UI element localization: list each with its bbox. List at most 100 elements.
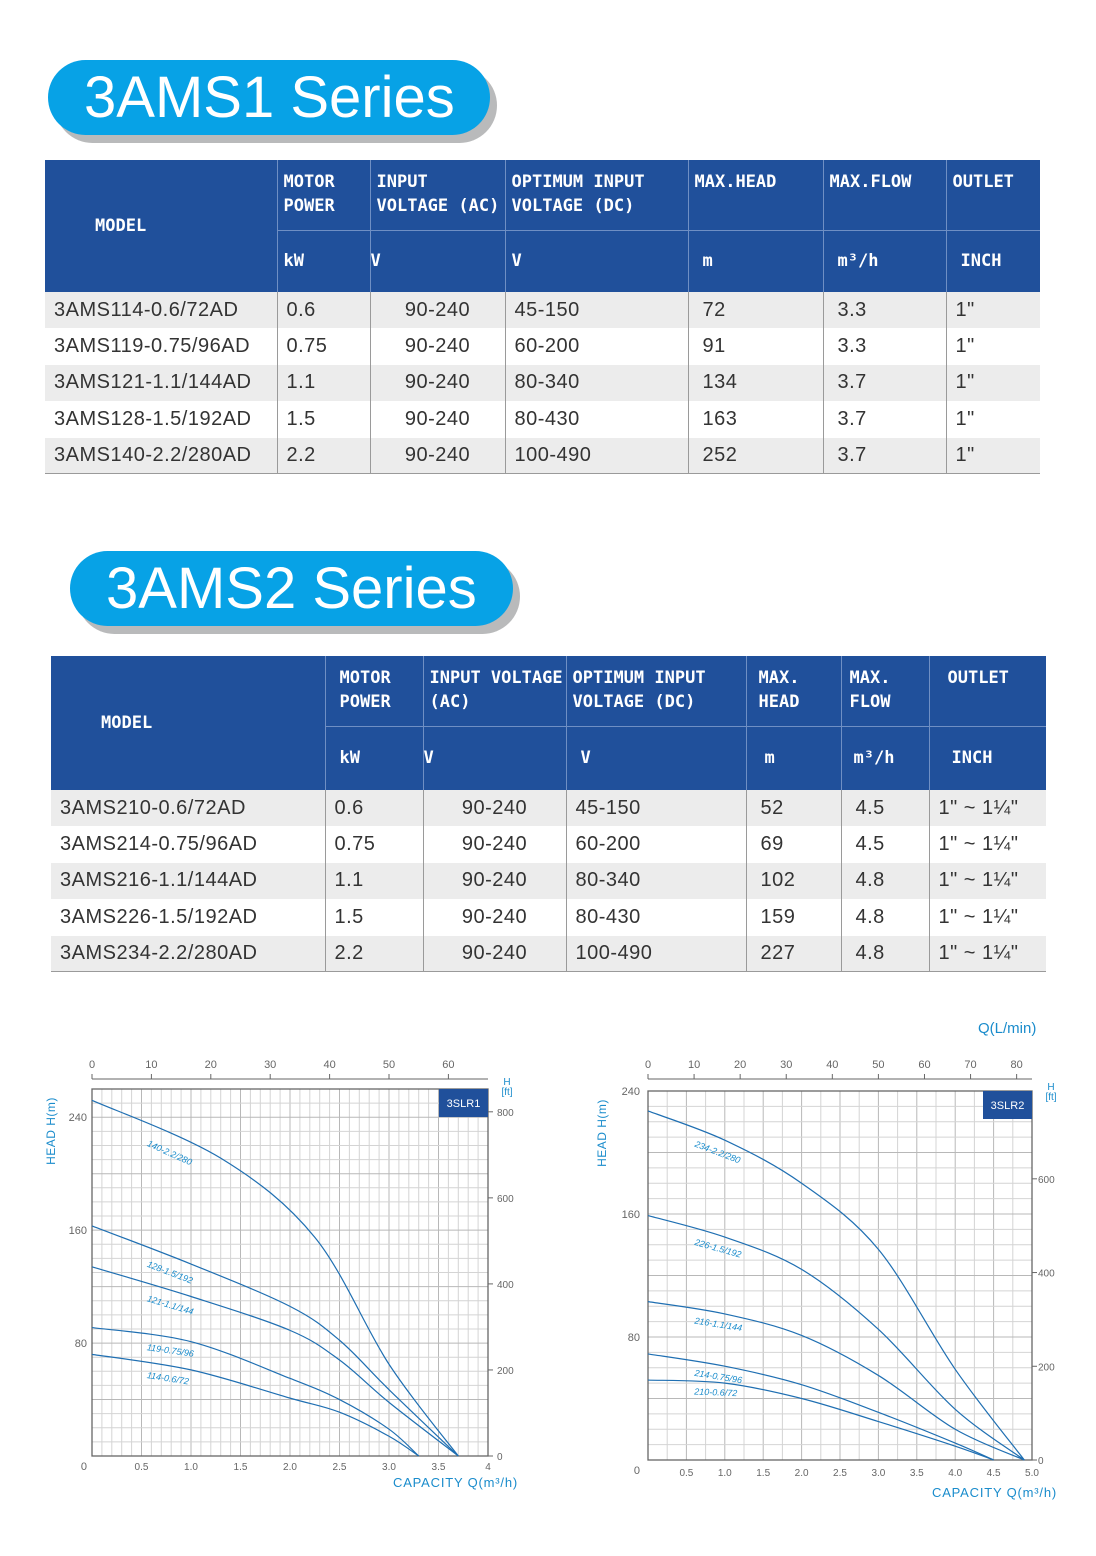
cell-input-voltage-ac: 90-240: [422, 935, 566, 973]
cell-max-head: 102: [745, 862, 841, 900]
table-row: 3AMS128-1.5/192AD 1.5 90-240 80-430 163 3.7 1": [45, 401, 1040, 438]
curve-114-0.6/72: [91, 1353, 420, 1457]
top-tick-label: 40: [826, 1059, 838, 1071]
cell-model: 3AMS140-2.2/280AD: [45, 437, 277, 475]
model-badge-label: 3SLR1: [447, 1098, 481, 1110]
unit-ac: V: [369, 229, 505, 292]
plot-frame: [647, 1090, 1033, 1461]
header-input-voltage-ac: INPUT VOLTAGE (AC): [369, 160, 505, 230]
cell-outlet: 1" ~ 1¼": [928, 899, 1046, 936]
right-tick-label: 0: [497, 1452, 503, 1463]
table-row: 3AMS210-0.6/72AD 0.6 90-240 45-150 52 4.5 1" ~…: [51, 790, 1046, 827]
cell-optimum-voltage-dc: 100-490: [565, 935, 746, 973]
top-tick-label: 0: [89, 1059, 95, 1071]
unit-outlet: INCH: [945, 229, 1040, 292]
top-tick-label: 40: [323, 1059, 335, 1071]
y-tick-label: 160: [69, 1225, 87, 1237]
curve-226-1.5/192: [647, 1214, 1025, 1461]
x-axis-title: CAPACITY Q(m³/h): [393, 1475, 518, 1490]
cell-max-flow: 4.8: [840, 935, 929, 973]
y-tick-label: 240: [622, 1086, 640, 1098]
cell-optimum-voltage-dc: 80-430: [504, 401, 688, 438]
top-tick-label: 10: [145, 1059, 157, 1071]
cell-input-voltage-ac: 90-240: [369, 292, 505, 329]
curve-label: 216-1.1/144: [693, 1315, 743, 1333]
right-tick-label: 600: [1038, 1175, 1055, 1186]
cell-model: 3AMS210-0.6/72AD: [51, 790, 325, 827]
cell-max-flow: 4.5: [840, 826, 929, 863]
unit-dc: V: [504, 229, 688, 292]
cell-max-head: 159: [745, 899, 841, 936]
header-model: MODEL: [45, 160, 277, 292]
top-tick-label: 10: [688, 1059, 700, 1071]
cell-motor-power: 1.5: [324, 899, 423, 936]
cell-motor-power: 0.6: [324, 790, 423, 827]
y-tick-label: 80: [628, 1332, 640, 1344]
x-axis-title: CAPACITY Q(m³/h): [932, 1485, 1057, 1500]
model-badge: [439, 1089, 488, 1117]
header-model: MODEL: [51, 656, 325, 790]
cell-optimum-voltage-dc: 45-150: [504, 292, 688, 329]
cell-outlet: 1": [945, 328, 1040, 365]
cell-outlet: 1" ~ 1¼": [928, 935, 1046, 973]
cell-max-head: 72: [687, 292, 823, 329]
header-max-head: MAX.HEAD: [687, 160, 823, 230]
curve-128-1.5/192: [91, 1225, 459, 1457]
table-row: 3AMS121-1.1/144AD 1.1 90-240 80-340 134 3.7 1": [45, 364, 1040, 402]
curve-140-2.2/280: [91, 1099, 459, 1457]
x-tick-label: 3.0: [382, 1462, 396, 1473]
cell-input-voltage-ac: 90-240: [369, 437, 505, 475]
top-tick-label: 50: [872, 1059, 884, 1071]
x-tick-label: 1.5: [234, 1462, 248, 1473]
cell-max-flow: 3.7: [822, 437, 946, 475]
curve-121-1.1/144: [91, 1266, 459, 1457]
table-row: 3AMS234-2.2/280AD 2.2 90-240 100-490 227 4.8 1…: [51, 935, 1046, 973]
series2-table: MODEL MOTOR POWER INPUT VOLTAGE (AC) OPT…: [51, 656, 1046, 973]
header-optimum-voltage-dc: OPTIMUM INPUT VOLTAGE (DC): [565, 656, 746, 726]
cell-outlet: 1": [945, 437, 1040, 475]
cell-max-head: 227: [745, 935, 841, 973]
right-axis-unit: [ft]: [501, 1087, 512, 1098]
cell-input-voltage-ac: 90-240: [369, 364, 505, 402]
cell-max-flow: 3.3: [822, 328, 946, 365]
cell-input-voltage-ac: 90-240: [422, 790, 566, 827]
cell-max-head: 69: [745, 826, 841, 863]
curve-label: 121-1.1/144: [146, 1293, 195, 1316]
cell-motor-power: 0.75: [324, 826, 423, 863]
cell-optimum-voltage-dc: 60-200: [565, 826, 746, 863]
unit-dc: V: [565, 725, 746, 790]
cell-outlet: 1": [945, 364, 1040, 402]
top-tick-label: 60: [918, 1059, 930, 1071]
top-tick-label: 30: [264, 1059, 276, 1071]
right-tick-label: 200: [497, 1366, 514, 1377]
top-tick-label: 20: [734, 1059, 746, 1071]
cell-max-flow: 3.7: [822, 401, 946, 438]
curve-label: 119-0.75/96: [146, 1342, 194, 1359]
top-tick-label: 20: [205, 1059, 217, 1071]
header-max-flow: MAX. FLOW: [840, 656, 929, 726]
cell-optimum-voltage-dc: 80-340: [504, 364, 688, 402]
cell-model: 3AMS114-0.6/72AD: [45, 292, 277, 329]
cell-input-voltage-ac: 90-240: [422, 899, 566, 936]
cell-input-voltage-ac: 90-240: [369, 328, 505, 365]
x-tick-label: 3.0: [871, 1468, 885, 1479]
y-tick-label: 0: [81, 1461, 87, 1473]
right-axis-label: H: [1047, 1082, 1054, 1093]
cell-outlet: 1": [945, 292, 1040, 329]
cell-optimum-voltage-dc: 60-200: [504, 328, 688, 365]
unit-flow: m³/h: [822, 229, 946, 292]
cell-model: 3AMS214-0.75/96AD: [51, 826, 325, 863]
header-input-voltage-ac: INPUT VOLTAGE (AC): [422, 656, 566, 726]
table-row: 3AMS216-1.1/144AD 1.1 90-240 80-340 102 4.8 1"…: [51, 862, 1046, 900]
curve-label: 234-2.2/280: [692, 1139, 741, 1166]
cell-motor-power: 1.5: [276, 401, 370, 438]
cell-max-head: 252: [687, 437, 823, 475]
curve-214-0.75/96: [647, 1353, 994, 1461]
top-tick-label: 30: [780, 1059, 792, 1071]
header-motor-power: MOTOR POWER: [276, 160, 370, 230]
series1-title: 3AMS1 Series: [48, 60, 490, 135]
cell-motor-power: 1.1: [324, 862, 423, 900]
